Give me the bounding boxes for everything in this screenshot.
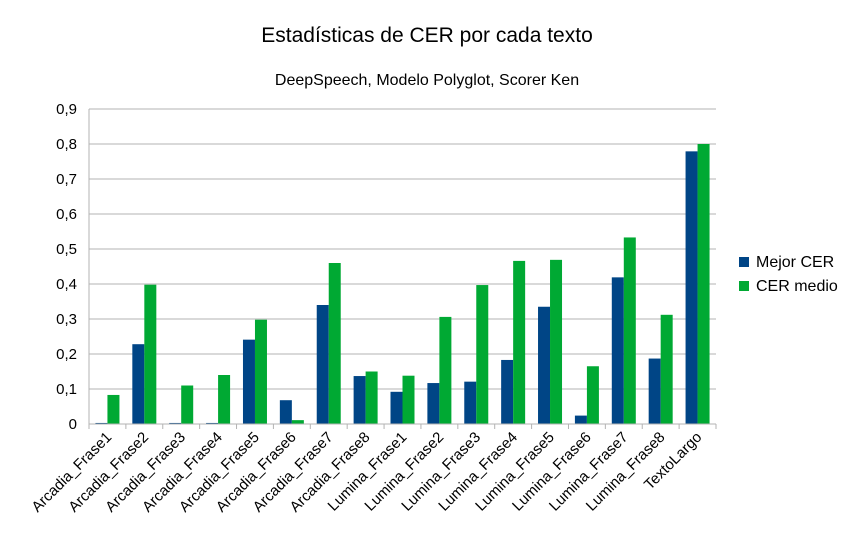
legend-swatch bbox=[739, 281, 749, 291]
bar-cer-medio bbox=[623, 237, 636, 424]
y-tick-label: 0,4 bbox=[56, 276, 77, 293]
bar-cer-medio bbox=[550, 259, 563, 424]
bar-cer-medio bbox=[513, 260, 526, 424]
bar-mejor-cer bbox=[206, 422, 219, 424]
legend-label: CER medio bbox=[756, 278, 838, 295]
bar-mejor-cer bbox=[132, 344, 145, 424]
bar-cer-medio bbox=[660, 314, 673, 424]
bar-cer-medio bbox=[181, 385, 194, 424]
y-tick-label: 0,5 bbox=[56, 241, 77, 258]
bar-cer-medio bbox=[439, 316, 452, 424]
bar-mejor-cer bbox=[316, 305, 329, 424]
y-tick-label: 0,6 bbox=[56, 206, 77, 223]
bar-mejor-cer bbox=[464, 381, 477, 424]
chart-subtitle: DeepSpeech, Modelo Polyglot, Scorer Ken bbox=[274, 72, 580, 89]
legend: Mejor CER CER medio bbox=[739, 254, 838, 295]
bar-cer-medio bbox=[144, 284, 157, 424]
y-tick-label: 0,9 bbox=[56, 101, 77, 118]
bars bbox=[95, 144, 710, 424]
y-tick-label: 0,2 bbox=[56, 346, 77, 363]
y-tick-label: 0,3 bbox=[56, 311, 77, 328]
bar-cer-medio bbox=[476, 285, 489, 424]
bar-cer-medio bbox=[254, 319, 267, 424]
bar-mejor-cer bbox=[648, 358, 661, 424]
y-tick-label: 0,1 bbox=[56, 381, 77, 398]
bar-mejor-cer bbox=[242, 339, 255, 424]
bar-cer-medio bbox=[586, 366, 599, 424]
bar-cer-medio bbox=[328, 263, 341, 424]
legend-label: Mejor CER bbox=[756, 254, 834, 271]
bar-mejor-cer bbox=[574, 415, 587, 424]
bar-mejor-cer bbox=[611, 277, 624, 424]
bar-cer-medio bbox=[697, 144, 710, 424]
bar-cer-medio bbox=[218, 375, 231, 424]
y-tick-label: 0,7 bbox=[56, 171, 77, 188]
bar-mejor-cer bbox=[353, 376, 366, 424]
bar-mejor-cer bbox=[95, 422, 108, 424]
gridlines bbox=[89, 108, 716, 425]
chart-title: Estadísticas de CER por cada texto bbox=[261, 24, 593, 47]
bar-mejor-cer bbox=[279, 400, 292, 424]
y-tick-label: 0 bbox=[69, 416, 77, 433]
bar-mejor-cer bbox=[501, 359, 514, 424]
y-tick-label: 0,8 bbox=[56, 136, 77, 153]
bar-mejor-cer bbox=[538, 306, 551, 424]
bar-mejor-cer bbox=[427, 383, 440, 424]
bar-cer-medio bbox=[402, 375, 415, 424]
legend-swatch bbox=[739, 257, 749, 267]
bar-mejor-cer bbox=[685, 151, 698, 424]
bar-cer-medio bbox=[365, 371, 378, 424]
bar-mejor-cer bbox=[169, 422, 182, 424]
bar-cer-medio bbox=[291, 420, 304, 424]
bar-mejor-cer bbox=[390, 391, 403, 424]
bar-cer-medio bbox=[107, 394, 120, 424]
